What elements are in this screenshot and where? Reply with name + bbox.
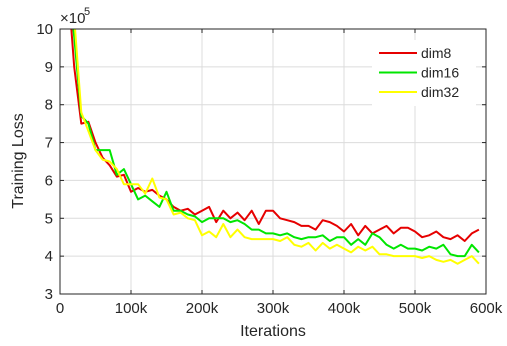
legend-label-dim8: dim8 <box>421 45 452 61</box>
x-tick-label: 400k <box>328 300 361 317</box>
y-exponent-power: 5 <box>84 6 90 18</box>
y-tick-label: 7 <box>45 135 53 152</box>
y-tick-label: 3 <box>45 286 53 303</box>
x-tick-label: 300k <box>257 300 290 317</box>
y-tick-label: 4 <box>45 248 53 265</box>
y-tick-label: 6 <box>45 172 53 189</box>
series-line-dim8 <box>70 29 480 242</box>
y-exponent-base: ×10 <box>60 10 85 27</box>
legend-label-dim32: dim32 <box>421 84 459 100</box>
plot-area <box>70 29 480 265</box>
series-line-dim32 <box>74 29 480 265</box>
x-tick-label: 200k <box>186 300 219 317</box>
x-axis-ticks: 0 100k 200k 300k 400k 500k 600k <box>56 29 503 317</box>
y-axis-label: Training Loss <box>10 113 27 208</box>
x-tick-label: 500k <box>399 300 432 317</box>
y-tick-label: 5 <box>45 210 53 227</box>
y-tick-label: 8 <box>45 97 53 114</box>
series-line-dim16 <box>72 29 480 258</box>
legend: dim8 dim16 dim32 <box>372 40 476 106</box>
x-tick-label: 600k <box>470 300 503 317</box>
legend-label-dim16: dim16 <box>421 65 459 81</box>
y-tick-label: 10 <box>36 21 53 38</box>
x-axis-label: Iterations <box>240 323 306 340</box>
y-tick-label: 9 <box>45 59 53 76</box>
x-tick-label: 0 <box>56 300 64 317</box>
y-axis-ticks: 3 4 5 6 7 8 9 10 <box>36 21 486 303</box>
x-tick-label: 100k <box>115 300 148 317</box>
